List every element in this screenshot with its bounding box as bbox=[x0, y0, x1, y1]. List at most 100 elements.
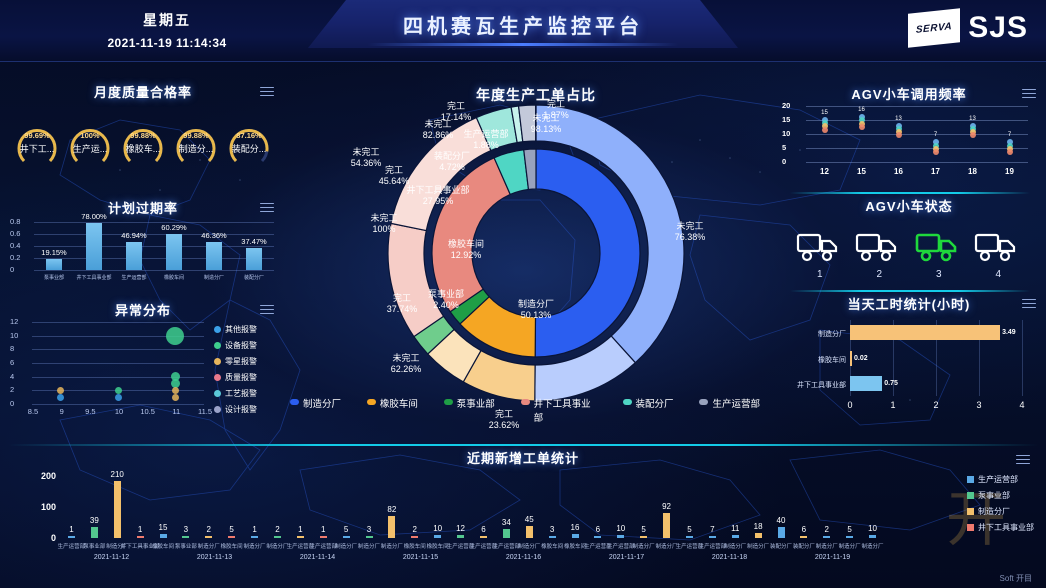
donut-segment[interactable] bbox=[431, 157, 512, 313]
bar[interactable] bbox=[663, 513, 671, 538]
donut-segment[interactable] bbox=[534, 148, 641, 358]
hamburger-icon[interactable] bbox=[260, 84, 274, 99]
quality-gauge[interactable]: 100% 生产运... bbox=[65, 117, 115, 169]
scatter-point[interactable] bbox=[1006, 149, 1013, 155]
recent-legend-item[interactable]: 制造分厂 bbox=[967, 506, 1034, 517]
anomaly-legend-item[interactable]: 工艺报警 bbox=[214, 388, 257, 399]
scatter-point[interactable] bbox=[895, 122, 902, 129]
scatter-point[interactable] bbox=[57, 386, 65, 394]
bar[interactable] bbox=[617, 535, 625, 538]
scatter-point[interactable] bbox=[821, 123, 828, 130]
recent-legend-item[interactable]: 泵事业部 bbox=[967, 490, 1034, 501]
scatter-point[interactable] bbox=[1006, 145, 1013, 152]
bar[interactable] bbox=[90, 527, 98, 538]
bar[interactable] bbox=[754, 533, 762, 538]
scatter-point[interactable] bbox=[170, 379, 180, 388]
anomaly-legend-item[interactable]: 设备报警 bbox=[214, 340, 257, 351]
quality-gauge[interactable]: 99.69% 井下工... bbox=[12, 117, 62, 169]
donut-segment[interactable] bbox=[523, 148, 537, 191]
anomaly-legend-item[interactable]: 质量报警 bbox=[214, 372, 257, 383]
bar[interactable] bbox=[731, 535, 739, 538]
bar[interactable] bbox=[525, 525, 533, 538]
bar[interactable] bbox=[86, 223, 102, 270]
recent-legend-item[interactable]: 生产运营部 bbox=[967, 474, 1034, 485]
anomaly-legend-item[interactable]: 其他报警 bbox=[214, 324, 257, 335]
bar[interactable] bbox=[850, 375, 883, 391]
bar[interactable] bbox=[800, 536, 808, 538]
scatter-point[interactable] bbox=[932, 149, 939, 155]
bar[interactable] bbox=[502, 528, 510, 538]
anomaly-legend-item[interactable]: 设计报警 bbox=[214, 404, 257, 415]
scatter-point[interactable] bbox=[114, 393, 122, 401]
bar[interactable] bbox=[479, 536, 487, 538]
donut-legend-item[interactable]: 泵事业部 bbox=[443, 396, 495, 424]
donut-segment[interactable] bbox=[535, 104, 685, 364]
scatter-point[interactable] bbox=[114, 386, 122, 394]
scatter-point[interactable] bbox=[932, 142, 939, 149]
bar[interactable] bbox=[571, 533, 579, 538]
bar[interactable] bbox=[365, 536, 373, 538]
scatter-point[interactable] bbox=[895, 125, 902, 132]
bar[interactable] bbox=[296, 536, 304, 538]
donut-legend-item[interactable]: 井下工具事业部 bbox=[520, 396, 597, 424]
bar[interactable] bbox=[708, 536, 716, 538]
agv-truck[interactable]: 4 bbox=[974, 229, 1022, 280]
bar[interactable] bbox=[342, 536, 350, 538]
scatter-point[interactable] bbox=[858, 117, 865, 124]
bar[interactable] bbox=[159, 533, 167, 538]
bar[interactable] bbox=[166, 233, 182, 270]
bar[interactable] bbox=[113, 481, 121, 538]
bar[interactable] bbox=[251, 536, 259, 538]
scatter-point[interactable] bbox=[932, 139, 939, 146]
quality-gauge[interactable]: 87.16% 装配分... bbox=[224, 117, 274, 169]
hamburger-icon[interactable] bbox=[260, 302, 274, 317]
bar[interactable] bbox=[846, 536, 854, 538]
scatter-point[interactable] bbox=[821, 117, 828, 123]
scatter-point[interactable] bbox=[895, 129, 902, 135]
scatter-point[interactable] bbox=[932, 145, 939, 152]
donut-legend-item[interactable]: 装配分厂 bbox=[622, 396, 674, 424]
scatter-point[interactable] bbox=[821, 126, 828, 133]
hamburger-icon[interactable] bbox=[1022, 296, 1036, 311]
scatter-point[interactable] bbox=[858, 120, 865, 127]
donut-legend-item[interactable]: 橡胶车间 bbox=[366, 396, 418, 424]
scatter-point[interactable] bbox=[57, 393, 65, 401]
agv-truck[interactable]: 2 bbox=[855, 229, 903, 280]
scatter-point[interactable] bbox=[171, 393, 179, 401]
scatter-point[interactable] bbox=[969, 132, 976, 139]
bar[interactable] bbox=[823, 536, 831, 538]
bar[interactable] bbox=[46, 258, 62, 270]
recent-legend-item[interactable]: 井下工具事业部 bbox=[967, 522, 1034, 533]
quality-gauge[interactable]: 99.88% 橡胶车... bbox=[118, 117, 168, 169]
scatter-point[interactable] bbox=[166, 326, 185, 345]
bar[interactable] bbox=[685, 536, 693, 538]
bar[interactable] bbox=[640, 536, 648, 538]
scatter-point[interactable] bbox=[969, 125, 976, 132]
bar[interactable] bbox=[206, 242, 222, 270]
scatter-point[interactable] bbox=[969, 122, 976, 129]
donut-legend-item[interactable]: 生产运营部 bbox=[699, 396, 760, 424]
scatter-point[interactable] bbox=[1006, 139, 1013, 146]
bar[interactable] bbox=[411, 536, 419, 538]
hamburger-icon[interactable] bbox=[1016, 452, 1030, 467]
scatter-point[interactable] bbox=[1006, 142, 1013, 149]
anomaly-legend-item[interactable]: 零星报警 bbox=[214, 356, 257, 367]
bar[interactable] bbox=[126, 241, 142, 270]
agv-truck[interactable]: 1 bbox=[796, 229, 844, 280]
hamburger-icon[interactable] bbox=[1022, 86, 1036, 101]
bar[interactable] bbox=[246, 247, 262, 270]
scatter-point[interactable] bbox=[170, 372, 180, 382]
bar[interactable] bbox=[594, 536, 602, 538]
bar[interactable] bbox=[67, 536, 75, 538]
scatter-point[interactable] bbox=[969, 129, 976, 135]
bar[interactable] bbox=[388, 515, 396, 538]
bar[interactable] bbox=[869, 535, 877, 538]
bar[interactable] bbox=[273, 536, 281, 538]
scatter-point[interactable] bbox=[821, 120, 828, 127]
bar[interactable] bbox=[205, 536, 213, 538]
bar[interactable] bbox=[434, 535, 442, 538]
bar[interactable] bbox=[457, 534, 465, 538]
scatter-point[interactable] bbox=[858, 123, 865, 130]
bar[interactable] bbox=[228, 536, 236, 538]
donut-legend-item[interactable]: 制造分厂 bbox=[290, 396, 341, 424]
